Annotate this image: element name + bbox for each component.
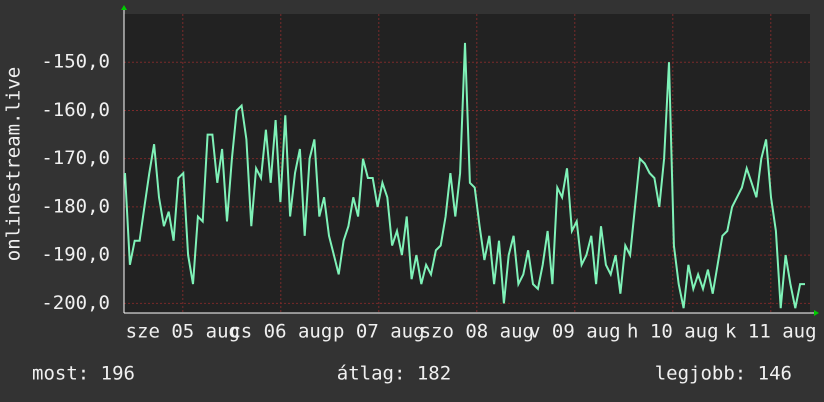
footer-current: most: 196 (32, 363, 135, 385)
y-tick-label: -180,0 (41, 195, 110, 217)
x-tick-label: v 09 aug (529, 321, 621, 343)
y-tick-label: -190,0 (41, 244, 110, 266)
data-line (124, 42, 805, 309)
x-tick-label: h 10 aug (627, 321, 719, 343)
y-tick-label: -200,0 (41, 292, 110, 314)
y-tick-label: -150,0 (41, 51, 110, 73)
y-tick-label: -170,0 (41, 147, 110, 169)
plot-area (124, 14, 810, 313)
x-tick-label: k 11 aug (725, 321, 817, 343)
footer-best: legjobb: 146 (655, 363, 792, 385)
footer-average: átlag: 182 (337, 363, 451, 385)
x-tick-label: szo 08 aug (420, 321, 534, 343)
x-tick-label: cs 06 aug (229, 321, 332, 343)
x-tick-label: sze 05 aug (126, 321, 240, 343)
y-arrow (121, 5, 127, 10)
y-axis-label: onlinestream.live (3, 67, 25, 261)
y-tick-label: -160,0 (41, 99, 110, 121)
x-tick-label: p 07 aug (333, 321, 425, 343)
x-arrow (814, 310, 819, 316)
